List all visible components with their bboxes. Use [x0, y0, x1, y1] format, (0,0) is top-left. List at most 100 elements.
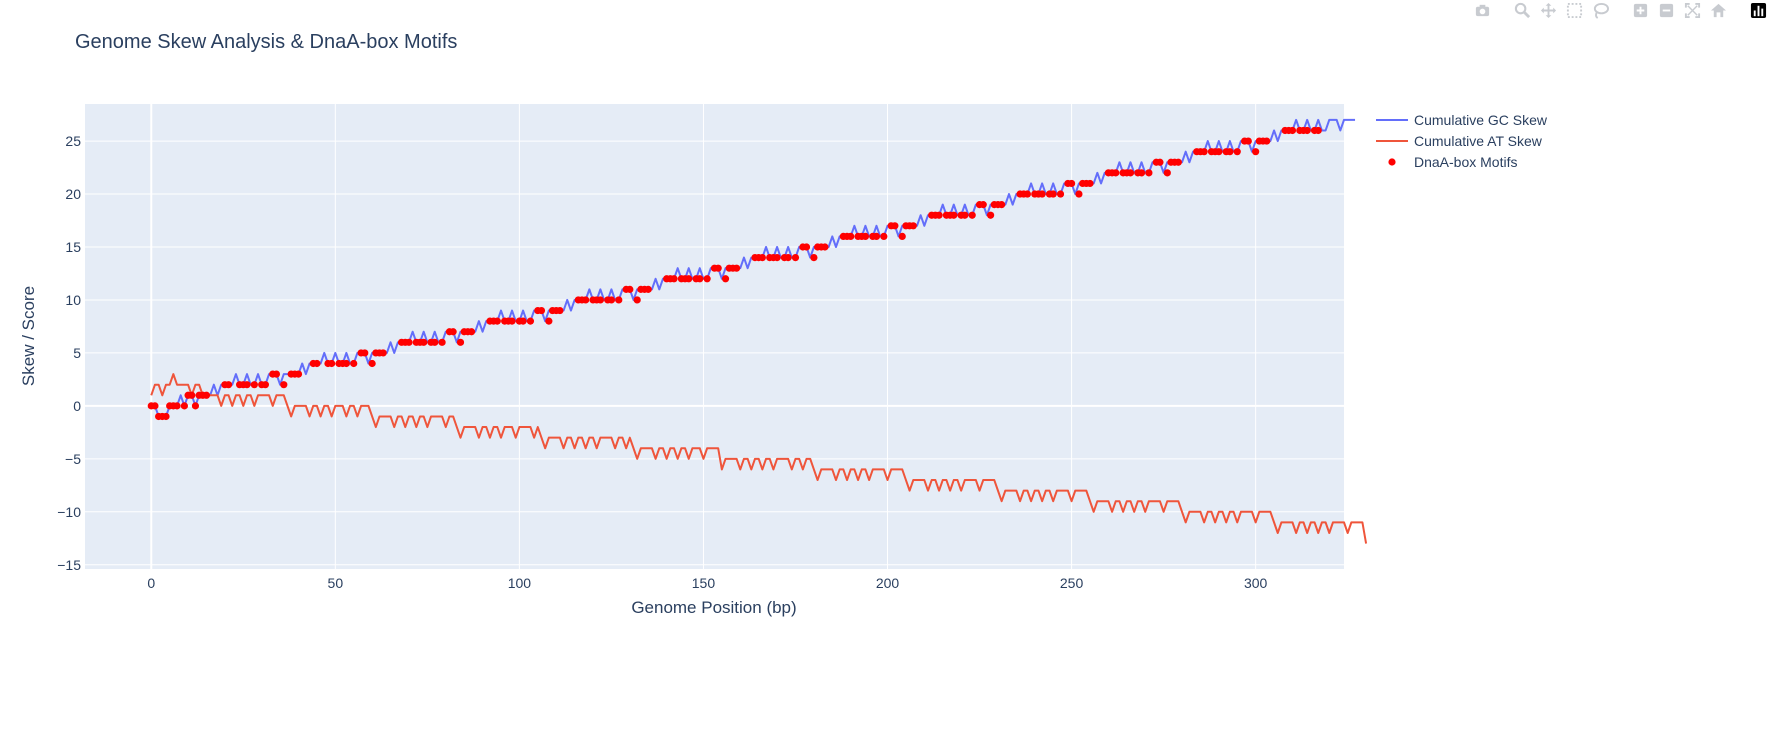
motif-point[interactable]	[545, 317, 553, 325]
motif-point[interactable]	[151, 402, 159, 410]
motif-point[interactable]	[1075, 190, 1083, 198]
plot-area[interactable]	[85, 104, 1344, 569]
motif-point[interactable]	[1303, 126, 1311, 135]
motif-point[interactable]	[438, 338, 446, 346]
motif-point[interactable]	[1145, 169, 1153, 177]
motif-point[interactable]	[626, 285, 634, 293]
motif-point[interactable]	[1126, 169, 1135, 177]
motif-point[interactable]	[1163, 169, 1171, 177]
motif-point[interactable]	[261, 381, 269, 389]
motif-point[interactable]	[272, 370, 281, 378]
motif-point[interactable]	[898, 232, 906, 241]
motif-point[interactable]	[847, 232, 855, 241]
motif-point[interactable]	[1226, 148, 1234, 156]
motif-point[interactable]	[556, 306, 564, 315]
motif-point[interactable]	[791, 253, 800, 262]
motif-point[interactable]	[773, 253, 781, 262]
zoom-button[interactable]	[1509, 0, 1535, 20]
motif-point[interactable]	[180, 402, 188, 410]
motif-point[interactable]	[703, 275, 711, 283]
motif-point[interactable]	[607, 296, 616, 304]
motif-point[interactable]	[644, 285, 652, 293]
motif-point[interactable]	[191, 402, 200, 410]
motif-point[interactable]	[368, 359, 376, 368]
motif-point[interactable]	[449, 328, 457, 336]
motif-point[interactable]	[537, 306, 546, 315]
motif-point[interactable]	[173, 402, 181, 410]
legend-item[interactable]: DnaA-box Motifs	[1388, 154, 1517, 170]
motif-point[interactable]	[1244, 137, 1252, 145]
motif-point[interactable]	[250, 381, 258, 389]
motif-point[interactable]	[696, 275, 704, 283]
motif-point[interactable]	[467, 328, 476, 336]
motif-point[interactable]	[685, 275, 693, 283]
motif-point[interactable]	[224, 381, 233, 389]
motif-point[interactable]	[519, 317, 527, 325]
motif-point[interactable]	[714, 264, 722, 272]
motif-point[interactable]	[526, 317, 535, 325]
motif-point[interactable]	[880, 232, 888, 241]
motif-point[interactable]	[891, 222, 899, 230]
motif-point[interactable]	[909, 222, 917, 230]
motif-point[interactable]	[968, 211, 976, 219]
motif-point[interactable]	[350, 359, 358, 368]
motif-point[interactable]	[935, 211, 943, 219]
motif-point[interactable]	[732, 264, 741, 272]
motif-point[interactable]	[1038, 190, 1046, 198]
motif-point[interactable]	[1023, 190, 1032, 198]
zoom-in-button[interactable]	[1627, 0, 1653, 20]
motif-point[interactable]	[670, 275, 678, 283]
motif-point[interactable]	[872, 232, 881, 241]
motif-point[interactable]	[508, 317, 516, 325]
motif-point[interactable]	[342, 359, 350, 368]
motif-point[interactable]	[280, 381, 288, 389]
motif-point[interactable]	[1288, 126, 1297, 135]
motif-point[interactable]	[758, 253, 766, 262]
series-line[interactable]	[150, 373, 1368, 544]
motif-point[interactable]	[721, 275, 730, 283]
legend-item[interactable]: Cumulative GC Skew	[1376, 112, 1548, 128]
motif-point[interactable]	[1263, 137, 1271, 145]
motif-point[interactable]	[1314, 126, 1322, 135]
motif-point[interactable]	[633, 296, 641, 304]
motif-point[interactable]	[456, 338, 465, 346]
motif-point[interactable]	[615, 296, 623, 304]
motif-point[interactable]	[810, 253, 818, 262]
motif-point[interactable]	[1233, 148, 1241, 156]
motif-point[interactable]	[162, 412, 170, 421]
motif-point[interactable]	[405, 338, 413, 346]
motif-point[interactable]	[1056, 190, 1065, 198]
motif-point[interactable]	[1086, 179, 1094, 188]
motif-point[interactable]	[1215, 148, 1223, 156]
motif-point[interactable]	[361, 349, 369, 357]
motif-point[interactable]	[1156, 158, 1164, 166]
motif-point[interactable]	[1174, 158, 1182, 166]
motif-point[interactable]	[328, 359, 336, 368]
zoom-out-button[interactable]	[1653, 0, 1679, 20]
motif-point[interactable]	[784, 253, 792, 262]
motif-point[interactable]	[1049, 190, 1057, 198]
box-select-button[interactable]	[1561, 0, 1587, 20]
motif-point[interactable]	[420, 338, 428, 346]
motif-point[interactable]	[379, 349, 387, 357]
reset-axes-button[interactable]	[1705, 0, 1731, 20]
motif-point[interactable]	[821, 243, 829, 251]
motif-point[interactable]	[979, 201, 987, 209]
lasso-select-button[interactable]	[1587, 0, 1613, 20]
pan-button[interactable]	[1535, 0, 1561, 20]
motif-point[interactable]	[582, 296, 590, 304]
motif-point[interactable]	[188, 391, 196, 399]
motif-point[interactable]	[1137, 169, 1146, 177]
motif-point[interactable]	[1112, 169, 1120, 177]
motif-point[interactable]	[596, 296, 604, 304]
motif-point[interactable]	[1252, 148, 1260, 156]
camera-button[interactable]	[1469, 0, 1495, 20]
autoscale-button[interactable]	[1679, 0, 1705, 20]
motif-point[interactable]	[243, 381, 251, 389]
motif-point[interactable]	[493, 317, 501, 325]
motif-point[interactable]	[961, 211, 969, 219]
motif-point[interactable]	[1067, 179, 1076, 188]
motif-point[interactable]	[861, 232, 870, 241]
motif-point[interactable]	[1200, 148, 1208, 156]
motif-point[interactable]	[313, 359, 321, 368]
